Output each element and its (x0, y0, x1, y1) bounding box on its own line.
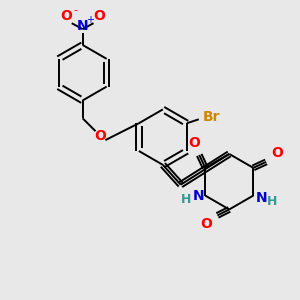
Text: N: N (77, 19, 88, 33)
Text: O: O (94, 9, 105, 23)
Text: O: O (60, 9, 72, 23)
Text: O: O (188, 136, 200, 150)
Text: H: H (181, 193, 192, 206)
Text: Br: Br (203, 110, 220, 124)
Text: O: O (94, 129, 106, 143)
Text: O: O (271, 146, 283, 160)
Text: +: + (85, 15, 94, 25)
Text: H: H (267, 195, 277, 208)
Text: O: O (200, 217, 212, 231)
Text: N: N (193, 189, 204, 202)
Text: -: - (74, 5, 78, 15)
Text: N: N (255, 190, 267, 205)
